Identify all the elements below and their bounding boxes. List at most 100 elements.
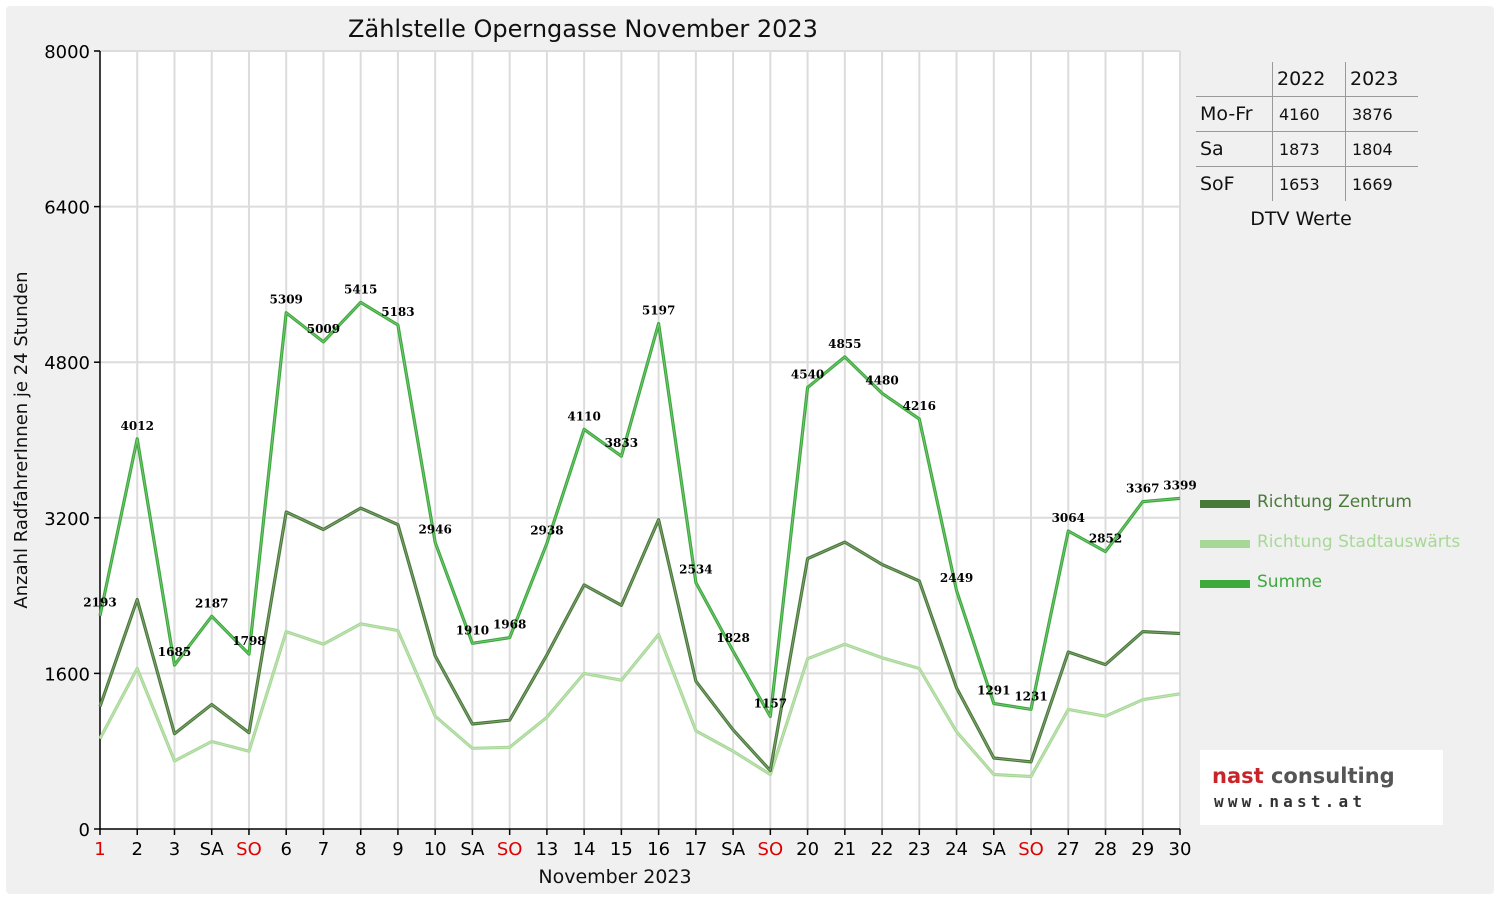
dtv-header-2023: 2023 — [1345, 62, 1418, 97]
data-label: 3367 — [1126, 482, 1159, 496]
dtv-row-label: SoF — [1200, 173, 1235, 195]
dtv-value: 3876 — [1345, 96, 1418, 132]
x-tick-label: SA — [721, 839, 746, 860]
data-label: 2449 — [940, 571, 973, 585]
x-tick-label: 28 — [1094, 839, 1117, 860]
series-lines — [98, 300, 1181, 779]
dtv-row-mofr: Mo-Fr 4160 3876 — [1196, 96, 1418, 132]
grid — [100, 50, 1181, 829]
y-tick-label: 4800 — [44, 353, 90, 374]
logo-brand: nast — [1212, 764, 1264, 788]
legend-label: Richtung Stadtauswärts — [1257, 532, 1461, 552]
x-tick-label: 9 — [392, 839, 403, 860]
data-label: 2938 — [530, 523, 563, 537]
nast-consulting-logo: nast consulting www.nast.at — [1200, 750, 1443, 825]
y-tick-label: 6400 — [44, 198, 90, 219]
data-label: 1291 — [977, 683, 1010, 697]
data-label: 3064 — [1052, 511, 1085, 525]
series-line-2 — [98, 300, 1181, 719]
data-label: 2193 — [83, 596, 116, 610]
data-label: 4012 — [121, 419, 154, 433]
dtv-row-label: Mo-Fr — [1196, 96, 1273, 132]
dtv-row-sa: Sa 1873 1804 — [1196, 131, 1418, 167]
dtv-header-row: 2022 2023 — [1196, 62, 1418, 97]
x-tick-label: SO — [1018, 839, 1044, 860]
data-label: 2534 — [679, 563, 712, 577]
dtv-caption: DTV Werte — [1250, 208, 1352, 230]
x-tick-label: 2 — [132, 839, 143, 860]
dtv-corner — [1196, 62, 1273, 97]
x-tick-label: 17 — [684, 839, 707, 860]
dtv-header-2022: 2022 — [1272, 62, 1346, 97]
data-label: 5309 — [270, 293, 303, 307]
x-axis-label: November 2023 — [538, 866, 691, 888]
x-tick-label: 10 — [424, 839, 447, 860]
x-tick-label: 13 — [535, 839, 558, 860]
dtv-value: 4160 — [1272, 96, 1346, 132]
data-label: 5415 — [344, 282, 377, 296]
data-label: 1968 — [493, 618, 526, 632]
data-label: 4540 — [791, 367, 824, 381]
data-label: 1231 — [1014, 689, 1047, 703]
legend-swatch — [1200, 580, 1250, 588]
x-tick-label: SA — [200, 839, 225, 860]
data-label: 3833 — [605, 436, 638, 450]
dtv-value: 1873 — [1272, 131, 1346, 167]
x-tick-label: SO — [497, 839, 523, 860]
data-label: 2946 — [418, 523, 451, 537]
x-tick-label: 3 — [169, 839, 180, 860]
dtv-value: 1653 — [1272, 166, 1346, 201]
dtv-value: 1804 — [1345, 131, 1418, 167]
data-label: 1685 — [158, 645, 191, 659]
data-label: 3399 — [1163, 478, 1196, 492]
series-line-highlight — [99, 623, 1181, 777]
y-tick-label: 1600 — [44, 664, 90, 685]
x-tick-label: 30 — [1169, 839, 1192, 860]
series-line-highlight — [99, 507, 1181, 771]
y-tick-label: 8000 — [44, 42, 90, 63]
data-label: 1910 — [456, 623, 489, 637]
x-tick-label: 14 — [573, 839, 596, 860]
y-axis-label: Anzahl RadfahrerInnen je 24 Stunden — [11, 271, 32, 608]
legend-swatch — [1200, 540, 1250, 548]
data-label: 1828 — [716, 631, 749, 645]
y-tick-label: 3200 — [44, 509, 90, 530]
data-label: 1157 — [754, 696, 787, 710]
data-label: 4216 — [903, 399, 936, 413]
legend-label: Richtung Zentrum — [1257, 492, 1412, 512]
data-label: 4480 — [865, 373, 898, 387]
logo-word: consulting — [1263, 764, 1395, 788]
x-tick-label: SO — [758, 839, 784, 860]
x-tick-label: SA — [982, 839, 1007, 860]
data-label: 5197 — [642, 304, 675, 318]
x-tick-label: 23 — [908, 839, 931, 860]
data-label: 2187 — [195, 596, 228, 610]
x-tick-label: SO — [236, 839, 262, 860]
dtv-row-label: Sa — [1196, 131, 1273, 167]
x-tick-label: 6 — [280, 839, 291, 860]
plot-area — [100, 51, 1180, 829]
chart-title: Zählstelle Operngasse November 2023 — [348, 15, 818, 43]
x-tick-label: 27 — [1057, 839, 1080, 860]
x-tick-label: 1 — [94, 839, 105, 860]
dtv-row-sof: SoF 1653 1669 — [1196, 166, 1418, 201]
data-label: 5009 — [307, 322, 340, 336]
dtv-table: 2022 2023 Mo-Fr 4160 3876 Sa 1873 1804 S… — [1196, 62, 1418, 201]
x-tick-label: 8 — [355, 839, 366, 860]
dtv-value: 1669 — [1345, 166, 1418, 201]
data-label: 4855 — [828, 337, 861, 351]
data-label: 1798 — [232, 634, 265, 648]
data-label: 5183 — [381, 305, 414, 319]
x-tick-label: 16 — [647, 839, 670, 860]
x-tick-label: 15 — [610, 839, 633, 860]
data-label: 2852 — [1089, 532, 1122, 546]
data-labels: 2193 4012 1685 2187 1798 5309 5009 5415 5183 2946… — [83, 282, 1196, 710]
series-line-0 — [98, 506, 1181, 773]
logo-url: www.nast.at — [1214, 792, 1367, 811]
logo-wordmark: nast consulting — [1212, 764, 1395, 788]
series-line-1 — [98, 622, 1181, 779]
legend-swatch — [1200, 500, 1250, 508]
x-tick-label: 29 — [1131, 839, 1154, 860]
